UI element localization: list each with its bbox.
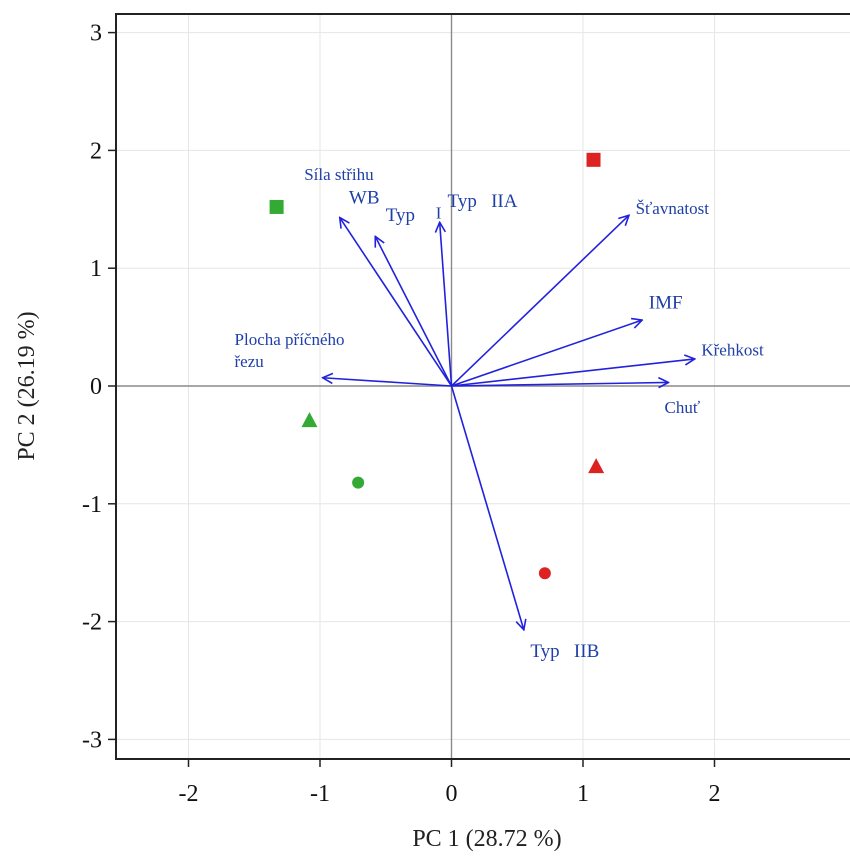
loading-label: IMF	[649, 292, 683, 313]
score-point-square	[586, 152, 601, 167]
y-axis-title: PC 2 (26.19 %)	[14, 311, 40, 460]
loading-label: Síla střihu	[304, 165, 374, 184]
loading-label: řezu	[235, 352, 265, 371]
score-point-circle	[538, 567, 551, 580]
loading-vectors	[323, 215, 695, 630]
loading-label: Chuť	[665, 398, 701, 417]
x-axis-title: PC 1 (28.72 %)	[412, 826, 561, 852]
zero-lines	[116, 14, 850, 759]
score-points	[269, 152, 605, 580]
y-tick-label: -3	[82, 727, 102, 753]
loading-vector	[340, 218, 453, 387]
y-tick-label: 1	[90, 256, 102, 282]
loading-vector	[451, 320, 643, 387]
loading-label: Plocha příčného	[235, 330, 345, 349]
loading-label: Typ IIB	[530, 641, 599, 662]
x-tick-label: -2	[179, 781, 199, 807]
score-point-square	[269, 199, 284, 214]
x-tick-label: 2	[709, 781, 721, 807]
y-tick-label: 0	[90, 374, 102, 400]
score-point-triangle	[588, 458, 605, 474]
loading-labels: Síla střihu WB Typ I Typ IIA Šťavnatost IMF Kře…	[235, 165, 764, 662]
score-point-circle	[352, 476, 365, 489]
loading-label: Šťavnatost	[636, 199, 710, 218]
y-tick-label: 2	[90, 138, 102, 164]
loading-vector	[450, 215, 630, 387]
loading-label: WB	[349, 187, 380, 208]
axes: -2 -1 0 1 2 -3 -2 -1 0 1 2 3	[82, 21, 721, 807]
y-tick-label: -2	[82, 610, 102, 636]
y-tick-label: -1	[82, 492, 102, 518]
score-point-triangle	[301, 412, 318, 428]
y-tick-label: 3	[90, 21, 102, 47]
loading-vector	[450, 385, 524, 630]
loading-label: Typ IIA	[448, 191, 518, 212]
loading-label: Typ	[386, 205, 415, 226]
loading-label: Křehkost	[701, 340, 764, 359]
x-tick-label: 0	[446, 781, 458, 807]
x-tick-label: 1	[577, 781, 589, 807]
loading-vector	[323, 378, 452, 387]
x-tick-label: -1	[310, 781, 330, 807]
loading-vector	[451, 382, 669, 386]
loading-vector	[440, 222, 453, 387]
loading-vector	[451, 359, 695, 387]
loading-vector	[375, 236, 453, 387]
loading-label: I	[436, 204, 442, 223]
